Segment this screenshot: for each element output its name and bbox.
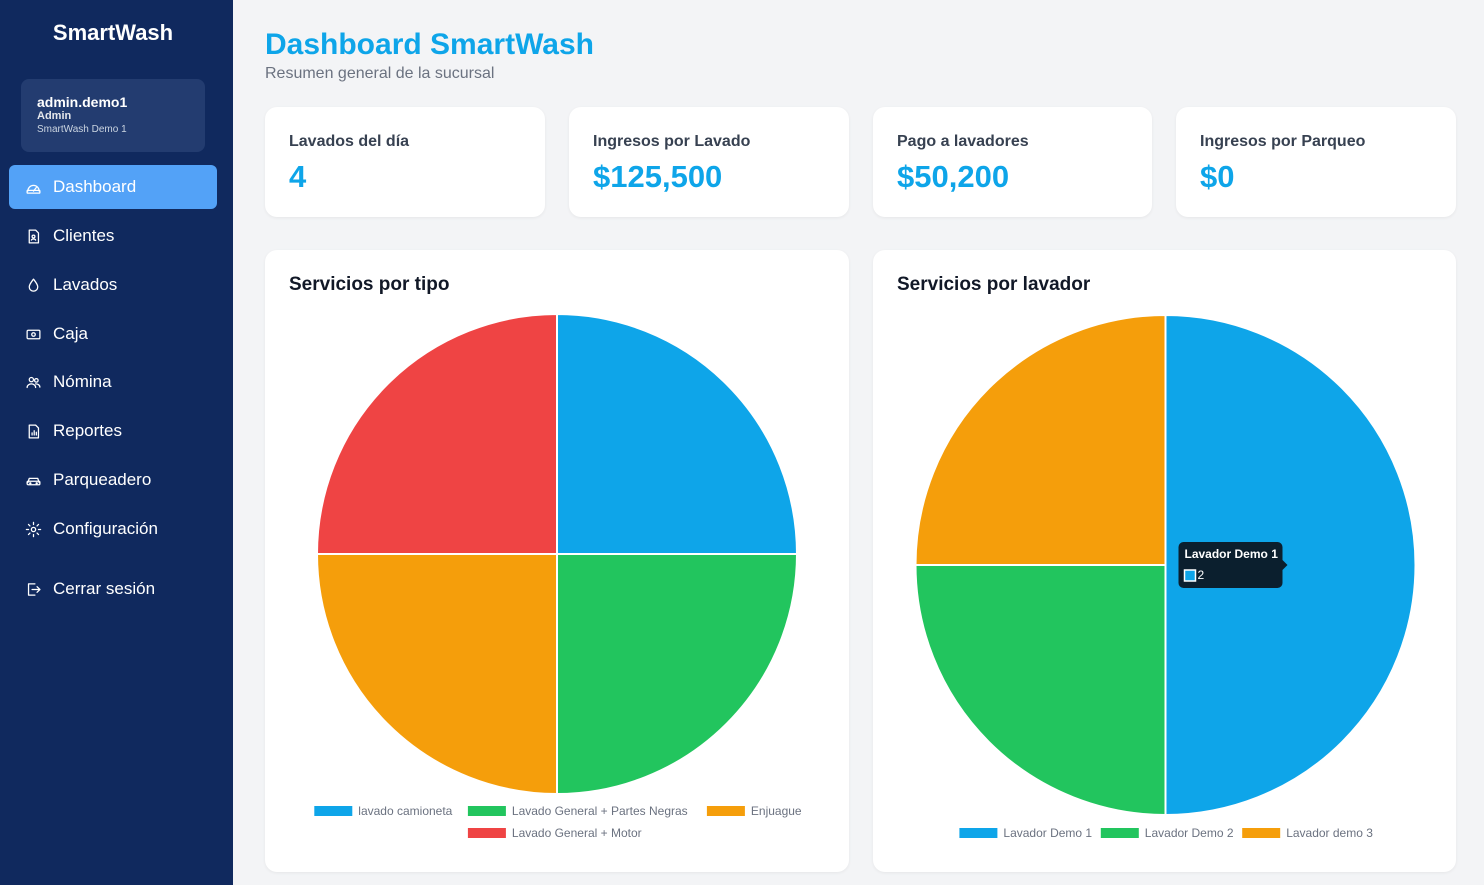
tooltip-swatch bbox=[1183, 569, 1197, 582]
chart-title: Servicios por tipo bbox=[289, 274, 450, 295]
stat-label: Ingresos por Parqueo bbox=[1200, 133, 1366, 150]
dashboard-gauge-icon bbox=[24, 178, 42, 196]
tooltip-value: 2 bbox=[1198, 568, 1205, 582]
chart-tooltip: Lavador Demo 1 2 bbox=[1178, 542, 1288, 588]
sidebar-item-label: Clientes bbox=[53, 226, 115, 245]
legend-item[interactable]: Lavado General + Motor bbox=[467, 826, 642, 840]
legend-swatch bbox=[314, 806, 353, 816]
legend-label: Enjuague bbox=[751, 804, 802, 818]
chart-legend: lavado camioneta Lavado General + Partes … bbox=[314, 804, 802, 840]
stat-value: $50,200 bbox=[897, 159, 1010, 194]
sidebar: SmartWash admin.demo1 Admin SmartWash De… bbox=[0, 0, 233, 885]
pie-slice-lavador-demo-3[interactable] bbox=[914, 313, 1167, 566]
client-file-icon bbox=[24, 227, 42, 245]
stat-value: $125,500 bbox=[593, 159, 723, 194]
tooltip-caret bbox=[1282, 560, 1288, 570]
sidebar-item-label: Parqueadero bbox=[53, 470, 152, 489]
sidebar-item-clientes[interactable]: Clientes bbox=[9, 214, 217, 258]
stat-card-ingresos-parqueo: Ingresos por Parqueo $0 bbox=[1176, 107, 1456, 217]
pie-slices bbox=[315, 312, 799, 796]
stat-value: $0 bbox=[1200, 159, 1235, 194]
pie-slice-lavado-general-partes-negras[interactable] bbox=[556, 553, 799, 796]
pie-chart-servicios-lavador[interactable]: Lavador Demo 1 Lavador Demo 2 Lavador demo… bbox=[873, 250, 1457, 872]
chart-card-servicios-tipo: lavado camioneta Lavado General + Partes … bbox=[265, 250, 849, 872]
legend-swatch bbox=[706, 806, 745, 816]
pie-slice-lavador-demo-2[interactable] bbox=[914, 564, 1167, 817]
user-card: admin.demo1 Admin SmartWash Demo 1 bbox=[21, 79, 205, 152]
report-chart-icon bbox=[24, 422, 42, 440]
legend-item[interactable]: Lavador demo 3 bbox=[1242, 826, 1373, 840]
legend-swatch bbox=[1242, 828, 1281, 838]
logout-button[interactable]: Cerrar sesión bbox=[9, 567, 217, 611]
stat-card-ingresos-lavado: Ingresos por Lavado $125,500 bbox=[569, 107, 849, 217]
stat-value: 4 bbox=[289, 159, 307, 194]
sidebar-item-lavados[interactable]: Lavados bbox=[9, 263, 217, 307]
user-name: admin.demo1 bbox=[37, 94, 128, 110]
stat-card-lavados: Lavados del día 4 bbox=[265, 107, 545, 217]
sidebar-item-label: Configuración bbox=[53, 519, 158, 538]
pie-slice-lavador-demo-1[interactable] bbox=[1164, 313, 1417, 817]
water-drop-icon bbox=[24, 276, 42, 294]
stat-label: Pago a lavadores bbox=[897, 133, 1029, 150]
logout-icon bbox=[24, 580, 42, 598]
sidebar-item-label: Caja bbox=[53, 324, 88, 343]
stat-label: Lavados del día bbox=[289, 133, 410, 150]
sidebar-item-parqueadero[interactable]: Parqueadero bbox=[9, 458, 217, 502]
tooltip-background bbox=[1178, 542, 1283, 588]
users-icon bbox=[24, 373, 42, 391]
page-title: Dashboard SmartWash bbox=[265, 28, 594, 61]
sidebar-item-nomina[interactable]: Nómina bbox=[9, 360, 217, 404]
sidebar-item-label: Lavados bbox=[53, 275, 118, 294]
legend-label: Lavador demo 3 bbox=[1286, 826, 1373, 840]
legend-item[interactable]: Lavador Demo 1 bbox=[959, 826, 1092, 840]
car-icon bbox=[24, 471, 42, 489]
legend-swatch bbox=[959, 828, 998, 838]
page-subtitle: Resumen general de la sucursal bbox=[265, 65, 495, 82]
legend-label: Lavador Demo 1 bbox=[1003, 826, 1092, 840]
chart-legend: Lavador Demo 1 Lavador Demo 2 Lavador demo… bbox=[959, 826, 1373, 840]
legend-label: Lavado General + Partes Negras bbox=[512, 804, 688, 818]
tooltip-title: Lavador Demo 1 bbox=[1185, 547, 1279, 561]
legend-item[interactable]: Lavado General + Partes Negras bbox=[467, 804, 688, 818]
cash-register-icon bbox=[24, 325, 42, 343]
legend-label: Lavador Demo 2 bbox=[1145, 826, 1234, 840]
legend-swatch bbox=[1100, 828, 1139, 838]
logout-label: Cerrar sesión bbox=[53, 579, 156, 598]
pie-slice-lavado-camioneta[interactable] bbox=[556, 312, 799, 555]
sidebar-item-reportes[interactable]: Reportes bbox=[9, 409, 217, 453]
chart-card-servicios-lavador: Lavador Demo 1 Lavador Demo 2 Lavador demo… bbox=[873, 250, 1456, 872]
sidebar-item-label: Reportes bbox=[53, 421, 122, 440]
pie-slices bbox=[914, 313, 1417, 817]
legend-label: Lavado General + Motor bbox=[512, 826, 642, 840]
pie-slice-lavado-general-motor[interactable] bbox=[315, 312, 558, 555]
legend-label: lavado camioneta bbox=[358, 804, 452, 818]
chart-title: Servicios por lavador bbox=[897, 274, 1091, 295]
pie-slice-enjuague[interactable] bbox=[315, 553, 558, 796]
legend-item[interactable]: Lavador Demo 2 bbox=[1100, 826, 1234, 840]
user-branch: SmartWash Demo 1 bbox=[37, 124, 127, 135]
legend-item[interactable]: Enjuague bbox=[706, 804, 802, 818]
legend-item[interactable]: lavado camioneta bbox=[314, 804, 453, 818]
legend-swatch bbox=[467, 806, 506, 816]
sidebar-item-configuracion[interactable]: Configuración bbox=[9, 507, 217, 551]
stat-card-pago-lavadores: Pago a lavadores $50,200 bbox=[873, 107, 1152, 217]
brand-logo: SmartWash bbox=[52, 20, 174, 45]
sidebar-item-caja[interactable]: Caja bbox=[9, 312, 217, 356]
gear-icon bbox=[24, 520, 42, 538]
legend-swatch bbox=[467, 828, 506, 838]
sidebar-item-dashboard[interactable]: Dashboard bbox=[9, 165, 217, 209]
sidebar-item-label: Dashboard bbox=[53, 177, 137, 196]
user-role: Admin bbox=[37, 110, 72, 122]
stat-label: Ingresos por Lavado bbox=[593, 133, 751, 150]
sidebar-item-label: Nómina bbox=[53, 372, 112, 391]
pie-chart-servicios-tipo[interactable]: lavado camioneta Lavado General + Partes … bbox=[265, 250, 849, 872]
